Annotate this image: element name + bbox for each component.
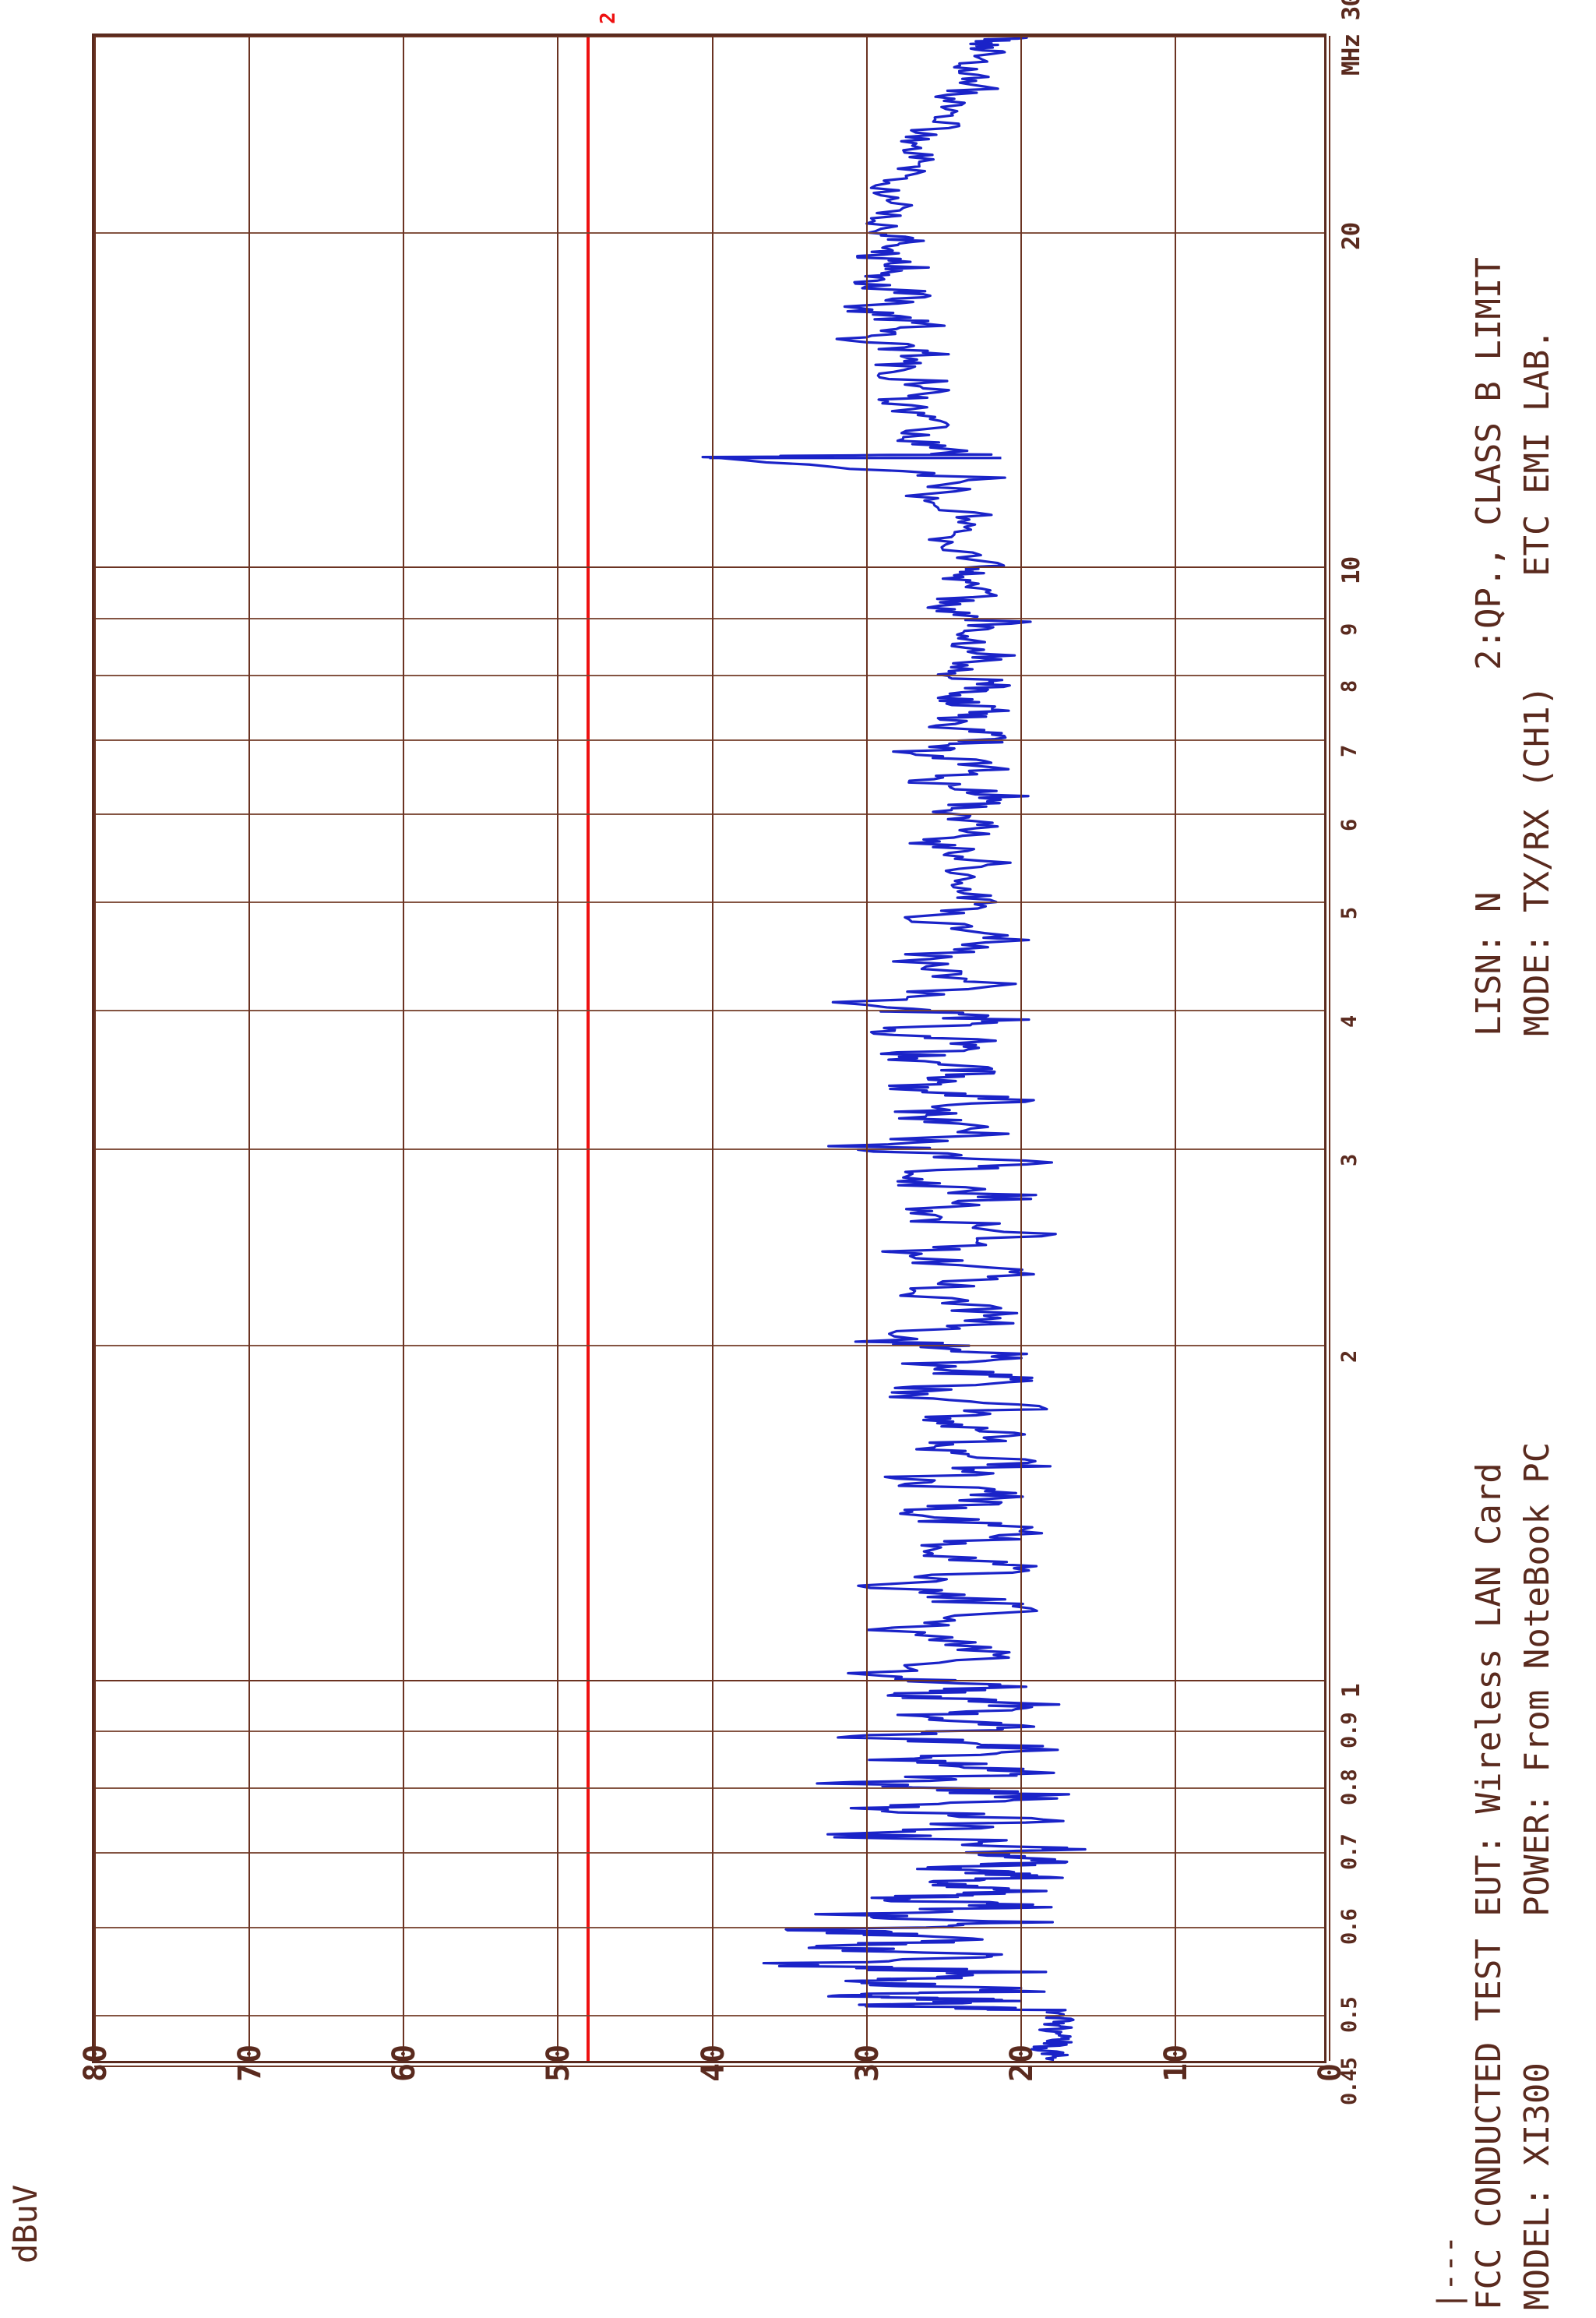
freq-gridline [94,901,1324,904]
freq-tick-label: 9 [1337,623,1362,636]
trace-path [701,36,1087,2061]
amplitude-gridline [248,36,251,2061]
amplitude-gridline [1174,36,1176,2061]
freq-tick-label: 7 [1337,745,1362,757]
limit-marker-label: 2 [597,12,620,24]
freq-gridline [94,813,1324,816]
freq-gridline [94,739,1324,741]
amplitude-tick-label: 50 [541,2044,577,2082]
freq-gridline [94,674,1324,676]
amplitude-tick-label: 60 [386,2044,423,2082]
freq-tick-label: 1 [1337,1684,1365,1698]
amplitude-gridline [1329,36,1330,2061]
caption-lab: ETC EMI LAB. [1517,329,1557,577]
caption-power: POWER: From NoteBook PC [1517,1441,1557,1917]
freq-gridline [94,1009,1324,1011]
freq-gridline [94,2014,1324,2016]
freq-gridline [94,1851,1324,1854]
amplitude-gridline [711,36,713,2061]
freq-tick-label: 0.6 [1337,1908,1362,1945]
amplitude-tick-label: 0 [1312,2062,1348,2082]
amplitude-gridline [403,36,405,2061]
freq-gridline [94,1148,1324,1151]
chart-plot-area [92,34,1330,2067]
caption-mode: MODE: TX/RX (CH1) [1517,685,1557,1036]
freq-tick-label: 5 [1337,908,1362,920]
freq-tick-label: 3 [1337,1154,1362,1167]
freq-tick-label: MHz 30 [1337,0,1365,76]
freq-gridline [94,1787,1324,1790]
freq-tick-label: 0.5 [1337,1996,1362,2033]
freq-gridline [94,1926,1324,1928]
caption-model: MODEL: XI300 [1517,2062,1557,2310]
amplitude-gridline [94,36,96,2061]
freq-gridline [94,1731,1324,1733]
amplitude-gridline [557,36,559,2061]
amplitude-tick-label: 20 [1003,2044,1040,2082]
caption-dashes: |--- [1432,2235,1467,2310]
freq-gridline [94,1679,1324,1681]
freq-gridline [94,617,1324,619]
measured-trace [701,36,1087,2061]
freq-tick-label: 6 [1337,820,1362,832]
amplitude-axis-label: dBuV [6,2184,44,2263]
freq-tick-label: 0.9 [1337,1713,1362,1749]
freq-tick-label: 20 [1337,222,1365,250]
class-b-limit-line [587,36,590,2061]
amplitude-tick-label: 10 [1157,2044,1194,2082]
amplitude-gridline [1020,36,1022,2061]
freq-tick-label: 0.7 [1337,1834,1362,1870]
freq-gridline [94,36,1324,37]
freq-gridline [94,231,1324,234]
caption-title: FCC CONDUCTED TEST [1469,1939,1509,2310]
freq-tick-label: 4 [1337,1015,1362,1028]
amplitude-gridline [865,36,868,2061]
freq-tick-label: 0.8 [1337,1769,1362,1806]
caption-eut: EUT: Wireless LAN Card [1469,1462,1509,1917]
caption-lisn: LISN: N [1469,891,1509,1036]
freq-gridline [94,1344,1324,1346]
amplitude-tick-label: 30 [849,2044,886,2082]
freq-tick-label: 2 [1337,1350,1362,1363]
amplitude-tick-label: 70 [232,2044,269,2082]
freq-tick-label: 8 [1337,680,1362,693]
amplitude-tick-label: 80 [78,2044,114,2082]
caption-trace: 2:QP., CLASS B LIMIT [1469,257,1509,670]
freq-gridline [94,2066,1324,2067]
amplitude-tick-label: 40 [695,2044,731,2082]
freq-tick-label: 10 [1337,557,1365,585]
freq-gridline [94,566,1324,569]
